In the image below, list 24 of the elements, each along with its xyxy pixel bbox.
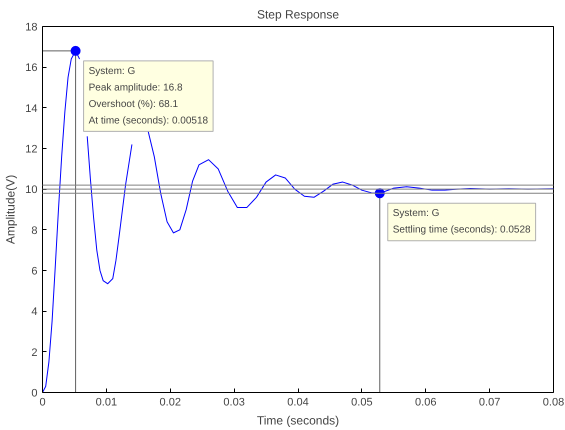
x-tick-label: 0 [39,396,46,408]
y-tick-label: 8 [31,224,38,237]
y-tick-label: 4 [31,306,38,318]
x-tick-label: 0.02 [160,396,181,408]
y-tick-label: 6 [31,266,38,278]
x-tick-label: 0.01 [96,396,118,408]
y-tick-label: 2 [31,346,38,359]
y-tick-label: 10 [25,184,38,196]
y-tick-label: 14 [25,102,38,115]
x-tick-label: 0.05 [351,396,373,408]
y-tick-label: 16 [25,62,38,74]
x-tick-label: 0.03 [223,396,245,408]
x-tick-label: 0.07 [478,396,500,408]
chart-title: Step Response [256,8,340,22]
x-tick-label: 0.06 [415,396,436,408]
annotation: System: G Peak amplitude: 16.8 Overshoot (%): 68.1 At time (seconds): 0.00518 [88,66,209,126]
annotation: System: G Settling time (seconds): 0.0528 [392,208,532,236]
y-tick-label: 0 [31,388,38,400]
x-tick-label: 0.08 [542,396,564,408]
x-axis-title: Time (seconds) [256,414,340,428]
y-axis-title: Amplitude(V) [3,174,18,244]
y-tick-label: 18 [25,22,38,34]
x-tick-label: 0.04 [287,396,309,408]
y-tick-label: 12 [25,144,38,156]
